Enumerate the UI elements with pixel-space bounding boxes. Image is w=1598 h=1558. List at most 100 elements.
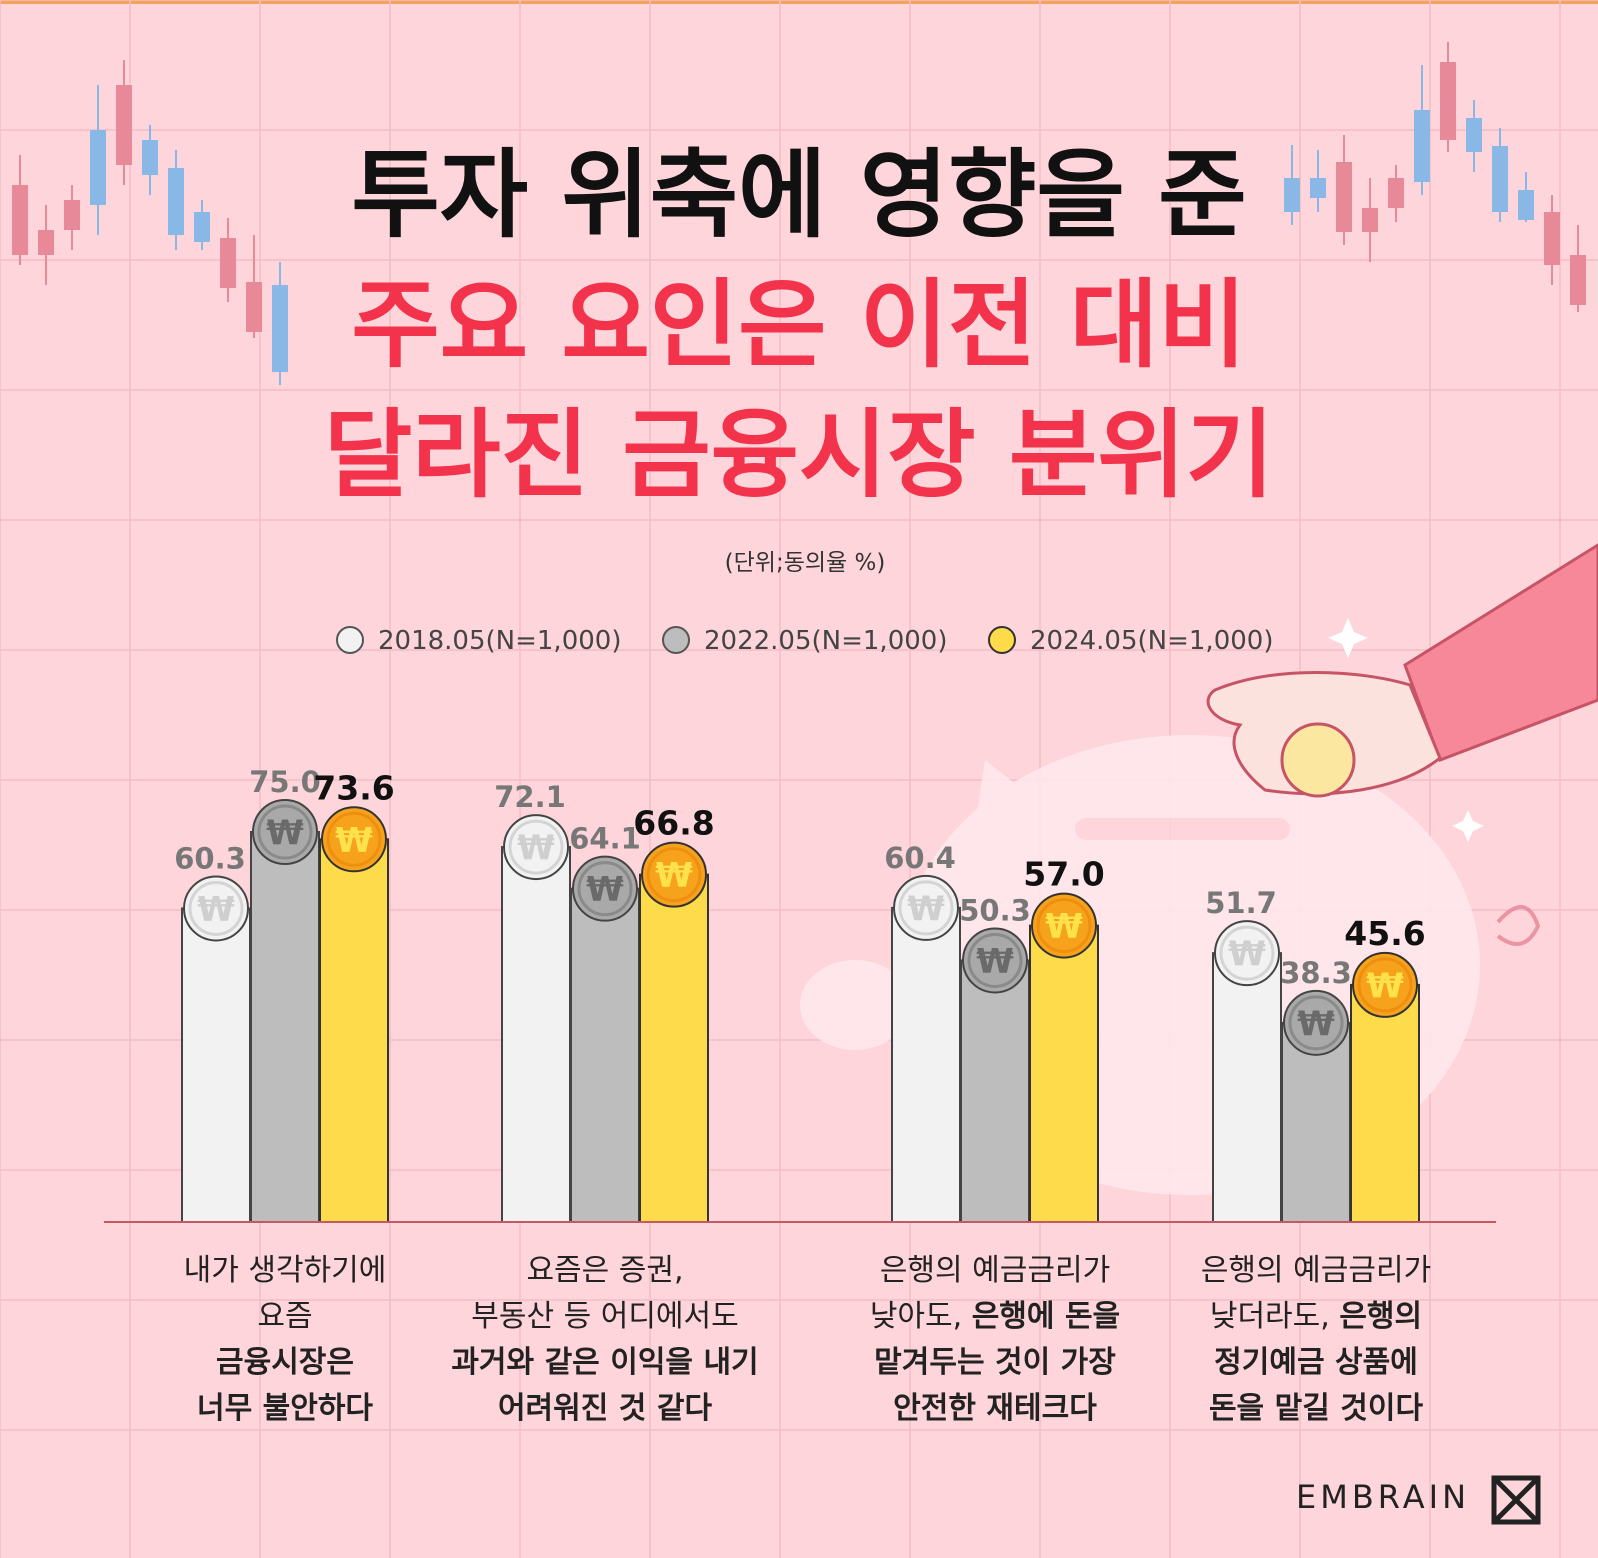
won-coin-icon: ₩ (503, 814, 569, 881)
candlestick-left (12, 60, 288, 385)
won-coin-icon: ₩ (1214, 920, 1280, 987)
hand-with-coin-illustration (1206, 543, 1598, 842)
unit-note: (단위;동의율 %) (725, 550, 886, 576)
embrain-mark-icon (1491, 1475, 1541, 1525)
category-label-line: 어려워진 것 같다 (498, 1391, 712, 1426)
won-coin-icon: ₩ (252, 799, 318, 865)
bar (570, 887, 640, 1223)
category-label-line: 안전한 재테크다 (893, 1391, 1097, 1426)
won-symbol: ₩ (1045, 907, 1083, 947)
bar-group-item: ₩64.1 (569, 822, 641, 1223)
legend-swatch-2022 (662, 626, 690, 654)
bar (501, 846, 571, 1224)
bar-group-item: ₩38.3 (1280, 956, 1352, 1224)
legend-label-2018: 2018.05(N=1,000) (378, 626, 621, 656)
won-symbol: ₩ (907, 889, 945, 929)
title-line-3: 달라진 금융시장 분위기 (324, 399, 1274, 511)
bar-group-item: ₩66.8 (633, 804, 715, 1223)
bar-group-item: ₩75.0 (249, 765, 321, 1223)
top-accent-line (0, 0, 1598, 4)
bar-group-item: ₩72.1 (494, 780, 571, 1224)
bar-group-item: ₩50.3 (959, 893, 1031, 1223)
bar (639, 873, 709, 1223)
bar-group-item: ₩45.6 (1344, 914, 1426, 1223)
brand-logo: EMBRAIN (1296, 1475, 1541, 1525)
value-label: 75.0 (249, 765, 321, 799)
bar (1350, 983, 1420, 1223)
legend-item-2022: 2022.05(N=1,000) (662, 626, 947, 656)
category-label-line: 정기예금 상품에 (1214, 1345, 1418, 1380)
title-line-2: 주요 요인은 이전 대비 (351, 269, 1246, 381)
legend-swatch-2018 (336, 626, 364, 654)
bar-group-item: ₩60.4 (884, 841, 961, 1223)
bar (960, 959, 1030, 1223)
category-label-line: 과거와 같은 이익을 내기 (451, 1345, 758, 1380)
bar (319, 838, 389, 1224)
won-symbol: ₩ (1228, 934, 1266, 974)
won-coin-icon: ₩ (321, 806, 387, 873)
legend-swatch-2024 (988, 626, 1016, 654)
value-label: 66.8 (633, 804, 714, 843)
bar-group-item: ₩73.6 (313, 768, 395, 1224)
bar (1029, 924, 1099, 1223)
bar-group-item: ₩51.7 (1205, 886, 1282, 1223)
candlestick-right (1284, 42, 1586, 312)
won-symbol: ₩ (517, 828, 555, 868)
bar (1212, 952, 1282, 1223)
bar (891, 906, 961, 1223)
won-coin-icon: ₩ (1031, 892, 1097, 959)
bar (1281, 1021, 1351, 1224)
won-coin-icon: ₩ (572, 855, 638, 922)
bar (250, 831, 320, 1223)
won-coin-icon: ₩ (1283, 989, 1349, 1056)
won-symbol: ₩ (976, 941, 1014, 981)
value-label: 73.6 (313, 768, 394, 807)
value-label: 57.0 (1023, 855, 1104, 894)
legend-item-2024: 2024.05(N=1,000) (988, 626, 1273, 656)
category-label-line: 맡겨두는 것이 가장 (874, 1345, 1116, 1380)
won-symbol: ₩ (266, 813, 304, 853)
value-label: 38.3 (1280, 956, 1352, 990)
value-label: 72.1 (494, 780, 566, 814)
category-label-line: 너무 불안하다 (197, 1391, 373, 1426)
won-coin-icon: ₩ (962, 927, 1028, 994)
won-symbol: ₩ (586, 870, 624, 910)
value-label: 64.1 (569, 822, 641, 856)
bars: ₩60.3₩75.0₩73.6₩72.1₩64.1₩66.8₩60.4₩50.3… (174, 765, 1426, 1224)
category-label-line: 요즘 (257, 1299, 312, 1334)
category-label-line: 돈을 맡길 것이다 (1209, 1391, 1423, 1426)
won-coin-icon: ₩ (641, 841, 707, 908)
bar (181, 907, 251, 1223)
title-line-1: 투자 위축에 영향을 준 (351, 139, 1246, 251)
category-label-line: 은행의 예금금리가 (1201, 1253, 1431, 1288)
value-label: 45.6 (1344, 914, 1425, 953)
bar-group-item: ₩57.0 (1023, 855, 1105, 1223)
category-label-line: 금융시장은 (216, 1345, 354, 1380)
brand-name: EMBRAIN (1296, 1478, 1470, 1516)
won-coin-icon: ₩ (1352, 951, 1418, 1018)
won-symbol: ₩ (655, 856, 693, 896)
won-symbol: ₩ (1366, 966, 1404, 1006)
value-label: 60.4 (884, 841, 956, 875)
category-label-line: 낮아도, 은행에 돈을 (870, 1299, 1120, 1334)
category-label-line: 내가 생각하기에 (184, 1253, 387, 1288)
legend: 2018.05(N=1,000) 2022.05(N=1,000) 2024.0… (336, 626, 1273, 656)
won-symbol: ₩ (1297, 1004, 1335, 1044)
category-label-line: 부동산 등 어디에서도 (471, 1299, 738, 1334)
won-symbol: ₩ (335, 820, 373, 860)
won-coin-icon: ₩ (893, 874, 959, 941)
value-label: 60.3 (174, 841, 246, 875)
legend-label-2024: 2024.05(N=1,000) (1030, 626, 1273, 656)
category-label-line: 은행의 예금금리가 (880, 1253, 1110, 1288)
bar-group-item: ₩60.3 (174, 841, 251, 1223)
category-label-line: 낮더라도, 은행의 (1210, 1299, 1422, 1334)
won-symbol: ₩ (197, 889, 235, 929)
